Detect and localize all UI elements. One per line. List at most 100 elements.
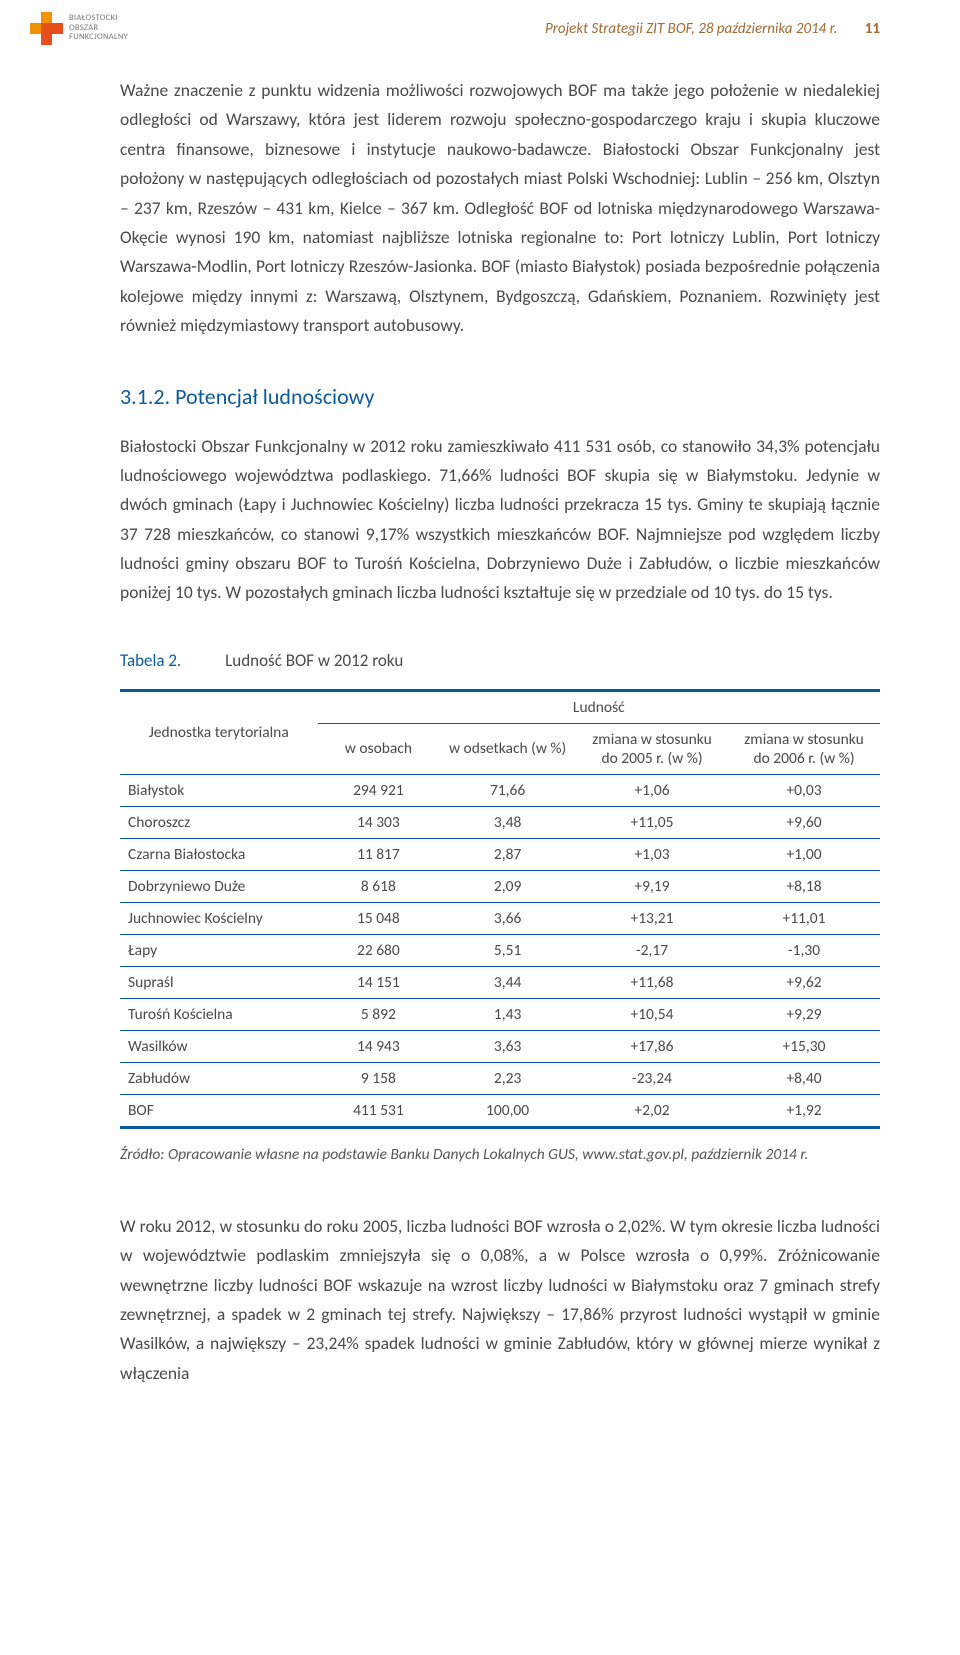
cell-value: 3,44 <box>439 966 576 998</box>
cell-value: 3,63 <box>439 1030 576 1062</box>
cell-value: +1,92 <box>728 1094 880 1127</box>
page-number: 11 <box>865 20 880 38</box>
cell-value: +0,03 <box>728 774 880 806</box>
table-row: Turośń Kościelna5 8921,43+10,54+9,29 <box>120 998 880 1030</box>
header-title: Projekt Strategii ZIT BOF, 28 październi… <box>545 20 837 38</box>
logo-block <box>41 12 52 23</box>
logo-block <box>30 12 41 23</box>
cell-unit: BOF <box>120 1094 318 1127</box>
th-col4: zmiana w stosunku do 2006 r. (w %) <box>728 723 880 774</box>
table-row: Dobrzyniewo Duże8 6182,09+9,19+8,18 <box>120 870 880 902</box>
cell-value: 2,09 <box>439 870 576 902</box>
section-heading: 3.1.2. Potencjał ludnościowy <box>120 383 880 410</box>
cell-unit: Juchnowiec Kościelny <box>120 902 318 934</box>
cell-unit: Zabłudów <box>120 1062 318 1094</box>
cell-value: 22 680 <box>318 934 440 966</box>
logo-icon <box>30 12 63 45</box>
th-group: Ludność <box>318 690 880 723</box>
cell-value: +8,18 <box>728 870 880 902</box>
cell-value: +1,00 <box>728 838 880 870</box>
cell-value: -23,24 <box>576 1062 728 1094</box>
logo-block <box>52 34 63 45</box>
logo-line3: FUNKCJONALNY <box>69 33 128 42</box>
cell-value: 9 158 <box>318 1062 440 1094</box>
logo-text: BIAŁOSTOCKI OBSZAR FUNKCJONALNY <box>69 14 128 42</box>
cell-value: +10,54 <box>576 998 728 1030</box>
cell-unit: Choroszcz <box>120 806 318 838</box>
cell-value: +9,60 <box>728 806 880 838</box>
logo-block <box>41 34 52 45</box>
table-row: Zabłudów9 1582,23-23,24+8,40 <box>120 1062 880 1094</box>
table-caption: Tabela 2. Ludność BOF w 2012 roku <box>120 650 880 671</box>
table-row: Czarna Białostocka11 8172,87+1,03+1,00 <box>120 838 880 870</box>
cell-unit: Czarna Białostocka <box>120 838 318 870</box>
cell-value: 3,66 <box>439 902 576 934</box>
cell-value: +8,40 <box>728 1062 880 1094</box>
logo: BIAŁOSTOCKI OBSZAR FUNKCJONALNY <box>30 12 128 45</box>
cell-value: +15,30 <box>728 1030 880 1062</box>
cell-value: 2,87 <box>439 838 576 870</box>
cell-value: 15 048 <box>318 902 440 934</box>
cell-value: 11 817 <box>318 838 440 870</box>
cell-unit: Łapy <box>120 934 318 966</box>
cell-value: 411 531 <box>318 1094 440 1127</box>
th-col2: w odsetkach (w %) <box>439 723 576 774</box>
cell-unit: Supraśl <box>120 966 318 998</box>
cell-value: +1,03 <box>576 838 728 870</box>
cell-value: +9,62 <box>728 966 880 998</box>
cell-unit: Turośń Kościelna <box>120 998 318 1030</box>
logo-block <box>52 12 63 23</box>
table-row: BOF411 531100,00+2,02+1,92 <box>120 1094 880 1127</box>
th-unit: Jednostka terytorialna <box>120 690 318 774</box>
table-title: Ludność BOF w 2012 roku <box>225 650 403 671</box>
table-label: Tabela 2. <box>120 650 181 671</box>
cell-unit: Wasilków <box>120 1030 318 1062</box>
th-col1: w osobach <box>318 723 440 774</box>
cell-value: 14 943 <box>318 1030 440 1062</box>
cell-value: +11,01 <box>728 902 880 934</box>
cell-value: -1,30 <box>728 934 880 966</box>
cell-value: +9,29 <box>728 998 880 1030</box>
cell-value: 294 921 <box>318 774 440 806</box>
cell-value: 14 151 <box>318 966 440 998</box>
table-source: Źródło: Opracowanie własne na podstawie … <box>120 1145 880 1164</box>
paragraph-section: Białostocki Obszar Funkcjonalny w 2012 r… <box>120 432 880 608</box>
cell-value: +9,19 <box>576 870 728 902</box>
logo-block <box>30 23 41 34</box>
cell-value: 100,00 <box>439 1094 576 1127</box>
cell-value: +13,21 <box>576 902 728 934</box>
cell-value: 5,51 <box>439 934 576 966</box>
logo-block <box>41 23 52 34</box>
th-col3: zmiana w stosunku do 2005 r. (w %) <box>576 723 728 774</box>
table-row: Łapy22 6805,51-2,17-1,30 <box>120 934 880 966</box>
table-row: Choroszcz14 3033,48+11,05+9,60 <box>120 806 880 838</box>
cell-value: 14 303 <box>318 806 440 838</box>
table-row: Supraśl14 1513,44+11,68+9,62 <box>120 966 880 998</box>
cell-value: +2,02 <box>576 1094 728 1127</box>
table-row: Białystok294 92171,66+1,06+0,03 <box>120 774 880 806</box>
cell-value: 8 618 <box>318 870 440 902</box>
cell-value: +1,06 <box>576 774 728 806</box>
logo-block <box>30 34 41 45</box>
table-row: Juchnowiec Kościelny15 0483,66+13,21+11,… <box>120 902 880 934</box>
population-table: Jednostka terytorialna Ludność w osobach… <box>120 689 880 1129</box>
running-header: Projekt Strategii ZIT BOF, 28 październi… <box>120 20 880 38</box>
cell-value: +17,86 <box>576 1030 728 1062</box>
cell-value: 5 892 <box>318 998 440 1030</box>
cell-value: 1,43 <box>439 998 576 1030</box>
table-row: Wasilków14 9433,63+17,86+15,30 <box>120 1030 880 1062</box>
cell-value: 3,48 <box>439 806 576 838</box>
cell-value: 2,23 <box>439 1062 576 1094</box>
cell-value: 71,66 <box>439 774 576 806</box>
document-page: BIAŁOSTOCKI OBSZAR FUNKCJONALNY Projekt … <box>0 0 960 1448</box>
cell-unit: Białystok <box>120 774 318 806</box>
section-title: Potencjał ludnościowy <box>175 383 374 410</box>
cell-value: +11,05 <box>576 806 728 838</box>
section-number: 3.1.2. <box>120 383 170 410</box>
paragraph-after-table: W roku 2012, w stosunku do roku 2005, li… <box>120 1212 880 1388</box>
cell-value: +11,68 <box>576 966 728 998</box>
cell-value: -2,17 <box>576 934 728 966</box>
paragraph-intro: Ważne znaczenie z punktu widzenia możliw… <box>120 76 880 341</box>
logo-block <box>52 23 63 34</box>
cell-unit: Dobrzyniewo Duże <box>120 870 318 902</box>
